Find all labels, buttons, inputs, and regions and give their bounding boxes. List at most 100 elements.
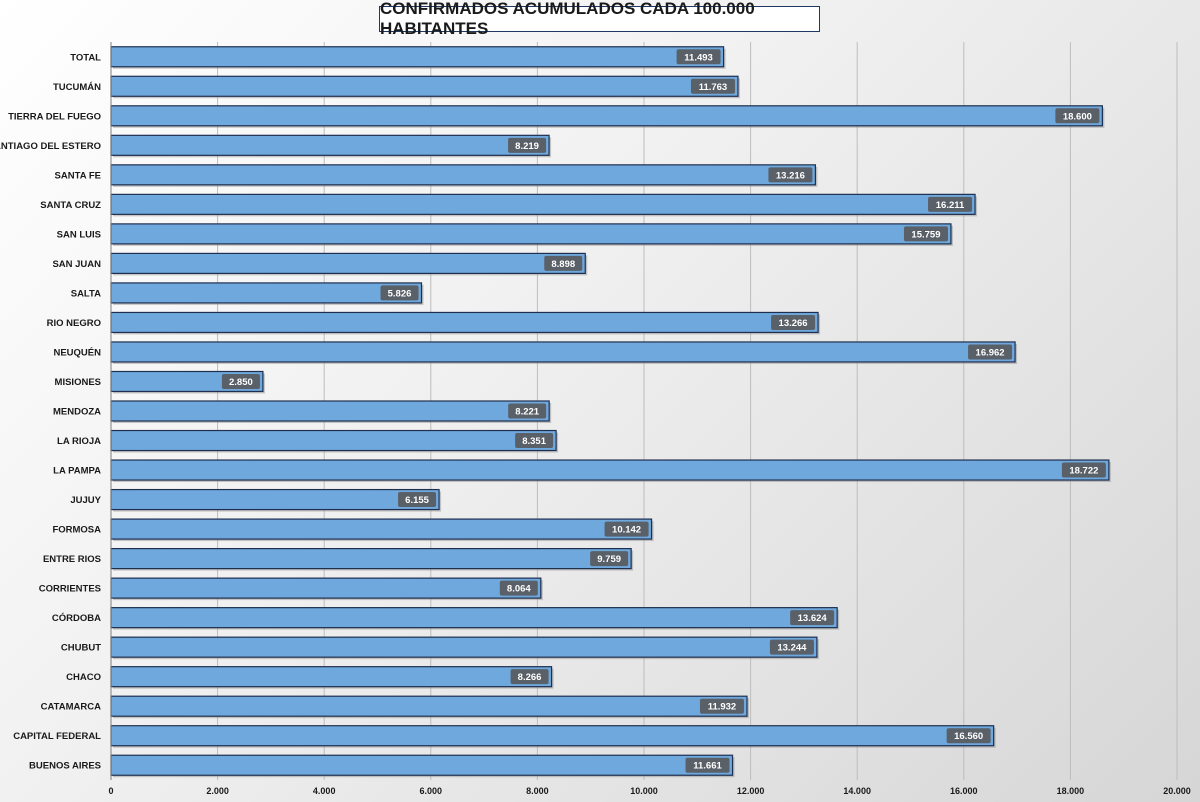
value-label-bg — [380, 285, 419, 301]
category-label: SANTIAGO DEL ESTERO — [0, 141, 101, 152]
value-label: 13.216 — [776, 170, 805, 181]
category-label: TUCUMÁN — [53, 82, 101, 93]
value-label: 6.155 — [405, 495, 429, 506]
x-tick-label: 12.000 — [737, 786, 765, 796]
value-label-bg — [510, 669, 549, 685]
bar — [110, 282, 423, 304]
value-label-bg — [685, 757, 730, 773]
value-label: 8.898 — [551, 259, 575, 270]
value-label: 8.221 — [515, 407, 539, 418]
category-label: JUJUY — [70, 495, 101, 506]
category-label: LA PAMPA — [53, 466, 101, 477]
value-label: 11.763 — [699, 82, 728, 93]
category-label: SAN LUIS — [57, 229, 101, 240]
category-label: NEUQUÉN — [53, 347, 101, 358]
value-label: 8.351 — [522, 436, 546, 447]
value-label: 13.266 — [779, 318, 808, 329]
value-label: 5.826 — [388, 288, 412, 299]
bar — [110, 311, 819, 334]
category-label: BUENOS AIRES — [29, 761, 101, 772]
value-label-bg — [699, 698, 744, 714]
category-label: SANTA CRUZ — [40, 200, 101, 211]
x-tick-label: 2.000 — [206, 786, 229, 796]
category-label: SANTA FE — [55, 170, 101, 181]
bar — [110, 488, 440, 511]
value-label: 9.759 — [597, 554, 621, 565]
value-label-bg — [968, 344, 1013, 360]
bar — [110, 547, 632, 570]
value-label-bg — [221, 373, 260, 389]
bar — [110, 429, 557, 452]
value-label: 8.266 — [518, 672, 542, 683]
value-label: 13.624 — [798, 613, 828, 624]
category-label: CATAMARCA — [41, 702, 101, 713]
category-label: TIERRA DEL FUEGO — [8, 111, 101, 122]
value-label: 11.932 — [708, 702, 737, 713]
value-label-bg — [590, 551, 629, 567]
value-label-bg — [771, 314, 816, 330]
value-label: 16.211 — [936, 200, 965, 211]
value-label: 8.064 — [507, 584, 531, 595]
bar — [110, 725, 995, 747]
bar — [110, 695, 748, 717]
category-label: TOTAL — [70, 52, 101, 63]
bar — [110, 252, 586, 274]
value-label-bg — [903, 226, 948, 242]
bar — [110, 105, 1103, 127]
x-tick-label: 14.000 — [843, 786, 871, 796]
value-label-bg — [768, 167, 813, 183]
value-label: 11.493 — [684, 52, 713, 63]
bar — [110, 666, 553, 688]
bar — [110, 400, 550, 422]
category-label: SALTA — [71, 288, 101, 299]
x-tick-label: 10.000 — [630, 786, 658, 796]
value-label: 16.560 — [954, 731, 983, 742]
category-label: CHUBUT — [61, 643, 101, 654]
category-label: CORRIENTES — [39, 584, 101, 595]
bar — [110, 193, 976, 215]
value-label: 18.722 — [1069, 466, 1098, 477]
bar — [110, 459, 1110, 481]
value-label-bg — [1061, 462, 1106, 478]
category-label: MISIONES — [55, 377, 101, 388]
x-tick-label: 18.000 — [1057, 786, 1085, 796]
value-label-bg — [604, 521, 649, 537]
bar — [110, 46, 725, 68]
bar — [110, 341, 1016, 363]
bar — [110, 164, 817, 186]
value-label: 18.600 — [1063, 111, 1092, 122]
bar — [110, 223, 952, 245]
bar — [110, 636, 818, 658]
value-label-bg — [946, 728, 991, 744]
value-label-bg — [1055, 108, 1100, 124]
value-label-bg — [676, 49, 721, 65]
bar — [110, 518, 653, 540]
x-tick-label: 20.000 — [1163, 786, 1191, 796]
category-label: CAPITAL FEDERAL — [13, 731, 101, 742]
category-label: FORMOSA — [52, 525, 101, 536]
value-label: 11.661 — [693, 761, 722, 772]
bar — [110, 754, 734, 776]
x-tick-label: 16.000 — [950, 786, 978, 796]
value-label: 15.759 — [911, 229, 940, 240]
value-label-bg — [544, 255, 583, 271]
value-label-bg — [508, 403, 547, 419]
category-label: ENTRE RIOS — [43, 554, 101, 565]
value-label: 16.962 — [976, 347, 1005, 358]
value-label-bg — [790, 610, 835, 626]
value-label-bg — [928, 196, 973, 212]
value-label: 2.850 — [229, 377, 253, 388]
x-tick-label: 8.000 — [526, 786, 549, 796]
value-label-bg — [499, 580, 538, 596]
value-label: 8.219 — [515, 141, 539, 152]
bar — [110, 134, 550, 156]
value-label-bg — [690, 78, 735, 94]
value-label: 13.244 — [777, 643, 807, 654]
value-label-bg — [508, 137, 547, 153]
x-tick-label: 4.000 — [313, 786, 336, 796]
bar — [110, 607, 838, 629]
bar — [110, 577, 542, 599]
category-label: RIO NEGRO — [47, 318, 101, 329]
